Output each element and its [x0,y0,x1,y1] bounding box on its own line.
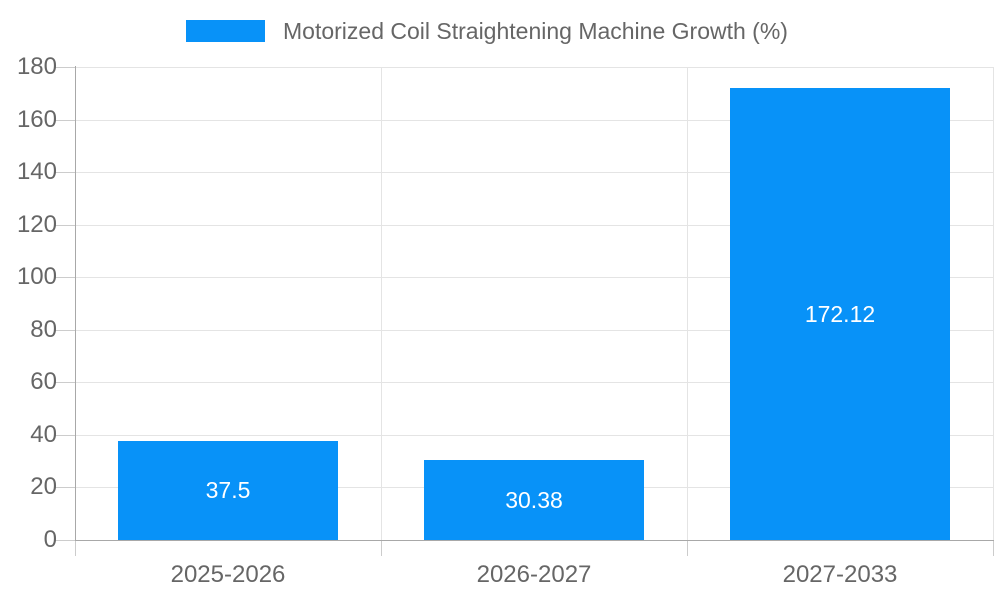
y-gridline [75,172,993,173]
y-tick-mark [55,67,75,68]
y-tick-mark [55,120,75,121]
y-tick-label: 120 [16,211,57,238]
x-tick-mark [381,540,382,556]
y-tick-label: 0 [43,526,57,553]
y-gridline [75,330,993,331]
legend[interactable]: Motorized Coil Straightening Machine Gro… [186,17,788,44]
x-tick-mark [75,540,76,556]
y-tick-mark [55,540,75,541]
y-gridline [75,277,993,278]
y-tick-label: 20 [30,473,57,500]
bar[interactable]: 172.12 [730,88,950,540]
y-gridline [75,120,993,121]
y-tick-label: 100 [16,263,57,290]
y-tick-label: 80 [30,316,57,343]
x-gridline [687,67,688,540]
bar[interactable]: 37.5 [118,441,338,540]
y-gridline [75,225,993,226]
y-tick-label: 40 [30,421,57,448]
x-tick-mark [687,540,688,556]
bar-value-label: 172.12 [804,300,876,327]
x-gridline [381,67,382,540]
y-tick-mark [55,172,75,173]
y-tick-mark [55,330,75,331]
x-tick-label: 2026-2027 [476,561,592,588]
x-axis-line [75,540,994,541]
x-tick-mark [993,540,994,556]
y-tick-mark [55,382,75,383]
bar[interactable]: 30.38 [424,460,644,540]
y-tick-mark [55,225,75,226]
legend-swatch [186,20,265,42]
x-tick-label: 2025-2026 [170,561,286,588]
y-axis-line [75,66,76,540]
y-gridline [75,382,993,383]
y-tick-label: 140 [16,158,57,185]
y-tick-label: 60 [30,368,57,395]
y-gridline [75,435,993,436]
x-tick-label: 2027-2033 [782,561,898,588]
y-tick-mark [55,277,75,278]
y-tick-label: 160 [16,106,57,133]
y-tick-mark [55,487,75,488]
plot-right-border [993,67,994,540]
bar-value-label: 30.38 [505,486,563,513]
y-tick-mark [55,435,75,436]
bar-value-label: 37.5 [205,477,251,503]
y-gridline [75,67,993,68]
y-tick-label: 180 [16,53,57,80]
chart-title: Motorized Coil Straightening Machine Gro… [283,17,788,44]
